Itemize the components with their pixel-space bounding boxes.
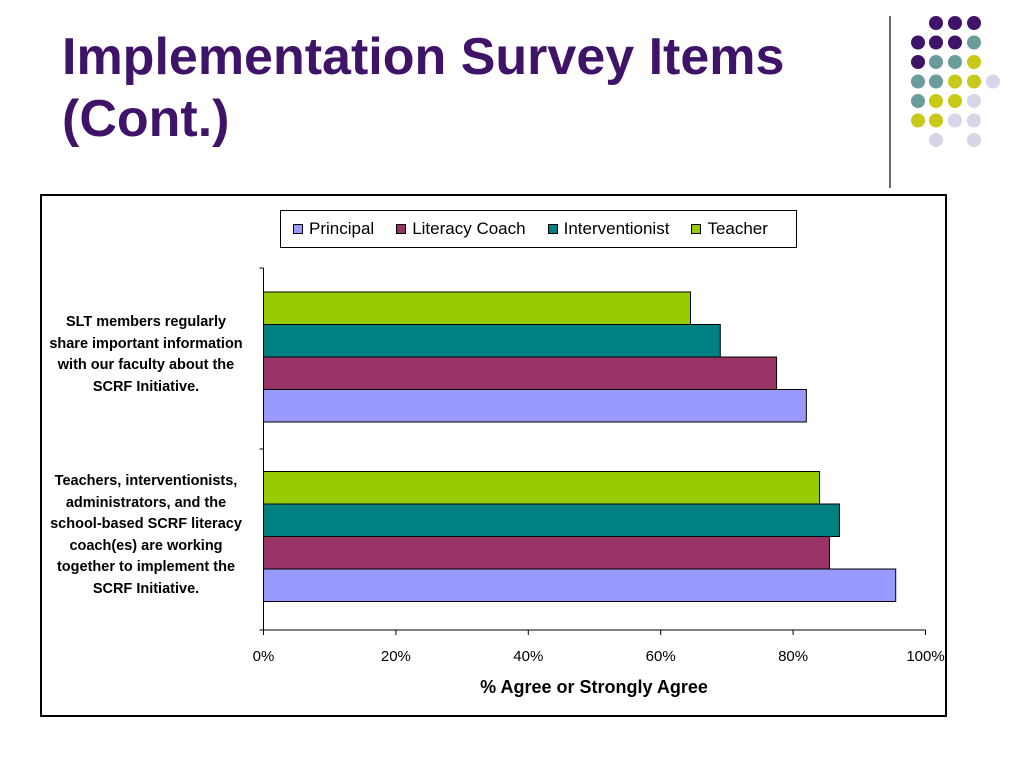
legend-item: Teacher: [691, 219, 768, 239]
decorative-dot: [967, 94, 981, 108]
decorative-dot: [967, 113, 981, 128]
decorative-dot: [967, 74, 981, 89]
decorative-dot: [948, 74, 962, 89]
decorative-dot: [967, 55, 981, 69]
decorative-dot-grid: [911, 16, 1000, 147]
decorative-dot: [967, 35, 981, 50]
category-label-line: school-based SCRF literacy: [50, 516, 242, 532]
category-label-slt: SLT members regularly share important inf…: [36, 312, 256, 398]
chart-legend: Principal Literacy Coach Interventionist Te…: [280, 210, 797, 248]
x-tick-label: 20%: [381, 648, 411, 665]
decorative-dot: [929, 94, 943, 108]
bar: [263, 356, 778, 390]
legend-swatch: [396, 224, 407, 234]
x-tick-label: 100%: [906, 648, 944, 665]
title-line-1: Implementation Survey Items: [62, 28, 785, 86]
category-label-line: together to implement the: [56, 559, 236, 575]
legend-item: Interventionist: [547, 219, 670, 239]
legend-label: Literacy Coach: [412, 219, 526, 238]
legend-item: Literacy Coach: [396, 219, 526, 239]
x-tick-label: 60%: [646, 648, 676, 665]
bar: [263, 389, 807, 423]
decorative-dot: [929, 133, 943, 147]
decorative-dot: [911, 94, 925, 108]
bar: [263, 536, 831, 570]
decorative-dot: [948, 35, 962, 50]
bar: [263, 568, 897, 602]
decorative-dot: [929, 74, 943, 89]
decorative-dot: [948, 113, 962, 128]
decorative-dot: [911, 55, 925, 69]
legend-label: Interventionist: [563, 219, 670, 238]
x-axis-title: % Agree or Strongly Agree: [480, 677, 708, 697]
legend-label: Principal: [309, 219, 375, 238]
category-label-line: with our faculty about the: [57, 357, 235, 373]
category-label-line: share important information: [49, 335, 243, 352]
decorative-dot: [929, 35, 943, 50]
category-label-line: administrators, and the: [65, 494, 227, 511]
legend-label: Teacher: [707, 219, 768, 238]
category-label-line: coach(es) are working: [69, 537, 223, 554]
decorative-dot: [911, 113, 925, 128]
title-line-2: (Cont.): [62, 90, 230, 148]
decorative-dot: [967, 133, 981, 147]
x-tick-label: 80%: [778, 648, 808, 665]
decorative-dot: [929, 113, 943, 128]
bar: [263, 503, 840, 537]
x-tick-label: 40%: [513, 648, 543, 665]
bar: [263, 471, 821, 505]
decorative-dot: [948, 94, 962, 108]
category-label-line: SLT members regularly: [65, 314, 227, 330]
category-label-line: Teachers, interventionists,: [54, 473, 238, 489]
category-label-line: SCRF Initiative.: [92, 378, 200, 395]
decorative-dot: [929, 55, 943, 69]
legend-swatch: [293, 224, 303, 234]
category-label-line: SCRF Initiative.: [92, 580, 200, 597]
legend-item: Principal: [293, 219, 374, 239]
legend-swatch: [691, 224, 702, 234]
decorative-dot: [911, 74, 925, 89]
decorative-dot: [986, 74, 1000, 89]
decorative-dot: [948, 16, 962, 30]
decorative-dot: [911, 35, 925, 50]
legend-swatch: [547, 224, 558, 234]
title-divider-line: [889, 16, 891, 188]
bar: [263, 324, 721, 358]
decorative-dot: [929, 16, 943, 30]
category-label-teachers: Teachers, interventionists, administrator…: [36, 471, 256, 600]
decorative-dot: [948, 55, 962, 69]
decorative-dot: [967, 16, 981, 30]
slide-title: Implementation Survey Items (Cont.): [62, 26, 862, 150]
bar: [263, 291, 691, 325]
x-tick-label: 0%: [253, 648, 275, 665]
